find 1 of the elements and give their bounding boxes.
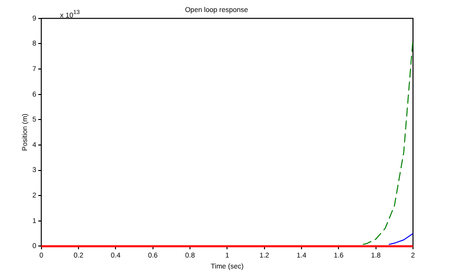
line-series [362, 38, 414, 245]
